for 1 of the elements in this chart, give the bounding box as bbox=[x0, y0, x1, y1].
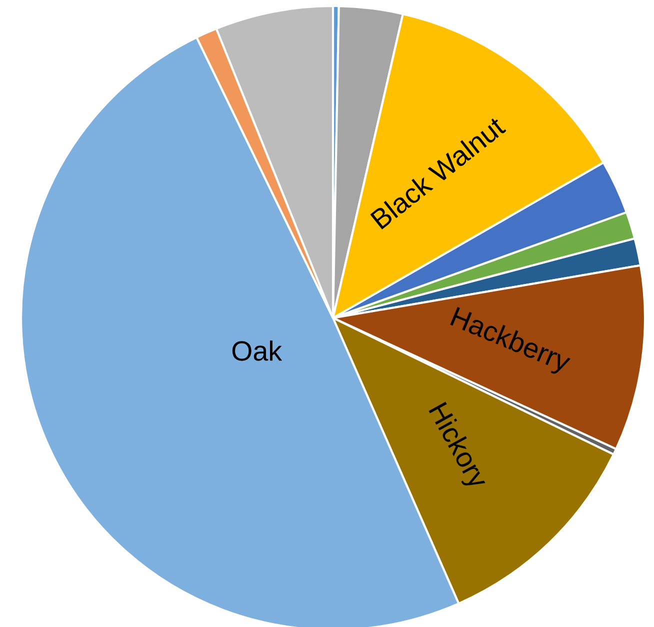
slice-label: Oak bbox=[232, 340, 282, 361]
